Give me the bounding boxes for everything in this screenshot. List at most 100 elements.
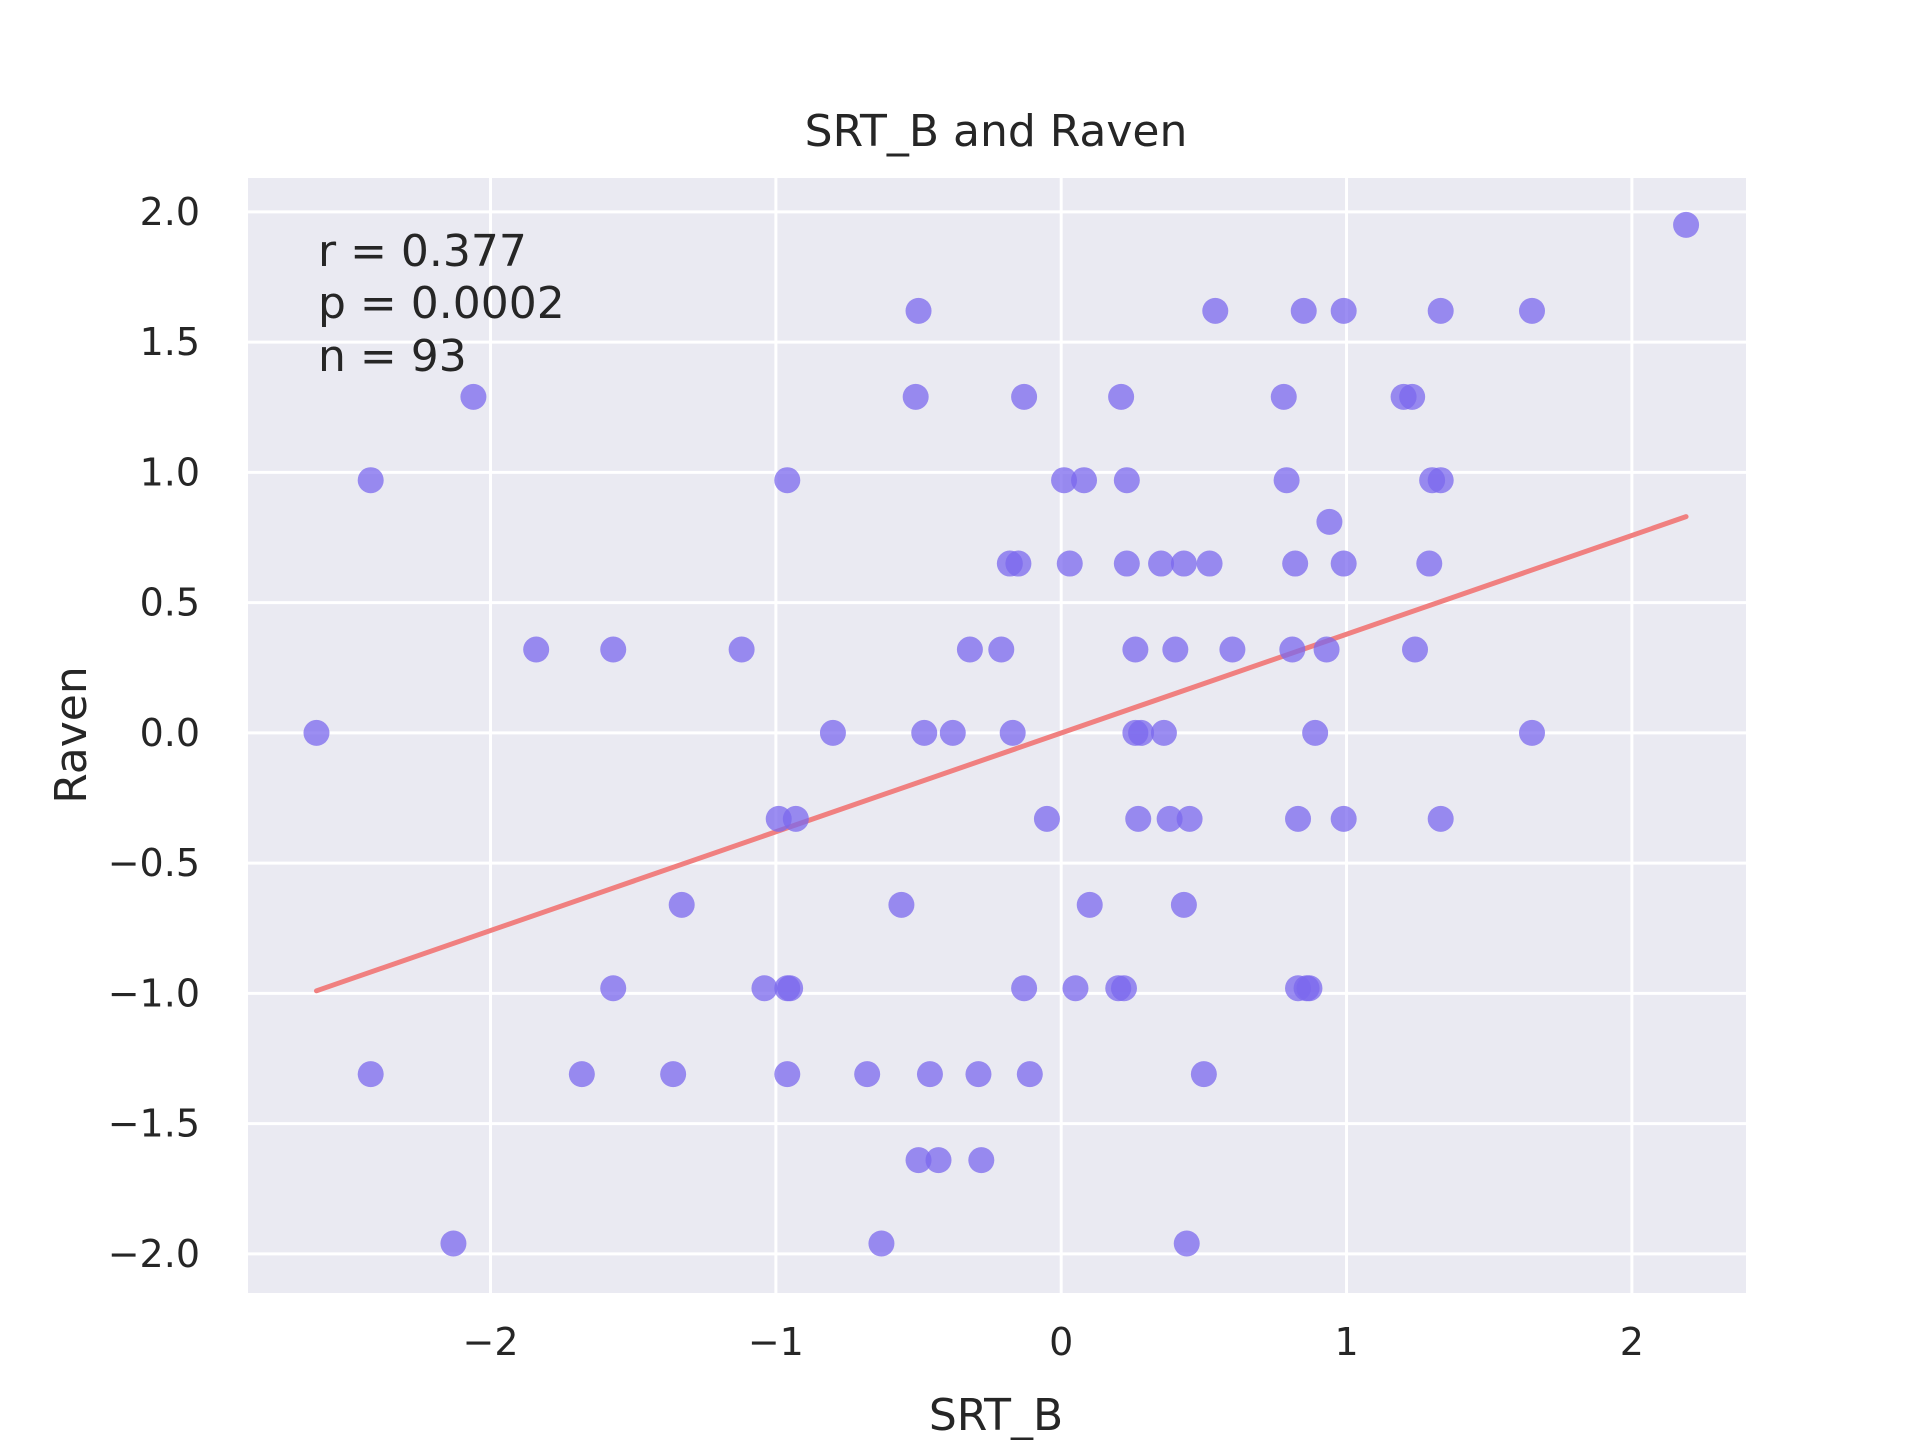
data-point — [965, 1061, 992, 1088]
data-point — [777, 975, 804, 1002]
x-tick-label: 2 — [1620, 1320, 1644, 1364]
data-point — [460, 383, 487, 410]
data-point — [1110, 975, 1137, 1002]
data-point — [1196, 550, 1223, 577]
y-tick-label: −1.0 — [108, 971, 200, 1015]
y-tick-label: 0.5 — [140, 581, 200, 625]
data-point — [1170, 550, 1197, 577]
data-point — [999, 719, 1026, 746]
regression-line-layer — [313, 514, 1689, 994]
data-point — [1519, 719, 1545, 746]
data-point — [668, 891, 695, 918]
data-point — [819, 719, 846, 746]
x-tick-labels: −2 −1 0 1 2 — [463, 1320, 1644, 1364]
data-point — [1302, 719, 1329, 746]
data-point — [939, 719, 966, 746]
data-point — [1285, 805, 1312, 832]
data-point — [1056, 550, 1083, 577]
data-point — [1071, 467, 1098, 494]
data-point — [911, 719, 938, 746]
data-point — [523, 636, 550, 663]
data-point — [1202, 297, 1229, 324]
data-point — [774, 467, 801, 494]
data-point — [888, 891, 915, 918]
data-point — [925, 1147, 952, 1174]
data-point — [568, 1061, 595, 1088]
data-point — [1016, 1061, 1043, 1088]
y-axis-label: Raven — [46, 666, 97, 804]
stat-r: r = 0.377 — [318, 226, 527, 277]
data-point — [1062, 975, 1089, 1002]
data-point — [1290, 297, 1317, 324]
data-point — [1190, 1061, 1217, 1088]
data-point — [1113, 550, 1140, 577]
x-tick-label: 1 — [1334, 1320, 1358, 1364]
stat-p: p = 0.0002 — [318, 278, 565, 329]
data-point — [956, 636, 983, 663]
data-point — [1330, 805, 1357, 832]
data-point — [1011, 975, 1038, 1002]
data-point — [1416, 550, 1443, 577]
y-tick-label: 1.0 — [140, 450, 200, 494]
x-axis-label: SRT_B — [929, 1390, 1063, 1440]
plot-area-background — [248, 178, 1746, 1293]
data-point — [1399, 383, 1426, 410]
y-tick-label: 2.0 — [140, 190, 200, 234]
regression-line — [313, 514, 1689, 994]
data-point — [1519, 297, 1545, 324]
data-point — [868, 1230, 895, 1257]
data-point — [905, 297, 932, 324]
data-point — [1270, 383, 1297, 410]
data-point — [1005, 550, 1032, 577]
data-point — [440, 1230, 467, 1257]
data-point — [1108, 383, 1135, 410]
data-point — [905, 1147, 932, 1174]
data-point — [774, 1061, 801, 1088]
data-point — [600, 636, 627, 663]
data-point — [1316, 508, 1343, 535]
data-point — [1313, 636, 1340, 663]
data-point — [1673, 211, 1700, 238]
data-point — [1162, 636, 1189, 663]
data-point — [1219, 636, 1246, 663]
x-tick-label: 0 — [1049, 1320, 1073, 1364]
stat-n: n = 93 — [318, 331, 467, 382]
data-point — [1148, 550, 1175, 577]
data-point — [902, 383, 929, 410]
data-point — [600, 975, 627, 1002]
x-tick-label: −2 — [463, 1320, 519, 1364]
data-point — [303, 719, 330, 746]
data-point — [1122, 636, 1149, 663]
data-point — [660, 1061, 687, 1088]
data-point — [1051, 467, 1078, 494]
data-point — [1273, 467, 1300, 494]
data-point — [1011, 383, 1038, 410]
data-point — [988, 636, 1015, 663]
data-point — [1279, 636, 1306, 663]
data-point — [751, 975, 778, 1002]
data-point — [1427, 297, 1454, 324]
data-point — [1282, 550, 1309, 577]
data-point — [1330, 297, 1357, 324]
data-point — [1173, 1230, 1200, 1257]
data-point — [1128, 719, 1155, 746]
y-tick-label: 0.0 — [140, 711, 200, 755]
data-point — [854, 1061, 881, 1088]
data-point — [1427, 805, 1454, 832]
data-point — [1125, 805, 1152, 832]
data-point — [1402, 636, 1429, 663]
data-point — [1113, 467, 1140, 494]
data-point — [1427, 467, 1454, 494]
data-point — [782, 805, 809, 832]
y-tick-label: −0.5 — [108, 841, 200, 885]
x-tick-label: −1 — [748, 1320, 804, 1364]
data-point — [1170, 891, 1197, 918]
chart-title: SRT_B and Raven — [805, 106, 1188, 157]
data-point — [1076, 891, 1103, 918]
data-point — [728, 636, 755, 663]
data-point — [968, 1147, 995, 1174]
y-tick-label: −2.0 — [108, 1232, 200, 1276]
y-tick-labels: 2.0 1.5 1.0 0.5 0.0 −0.5 −1.0 −1.5 −2.0 — [108, 190, 200, 1276]
data-point — [1033, 805, 1060, 832]
